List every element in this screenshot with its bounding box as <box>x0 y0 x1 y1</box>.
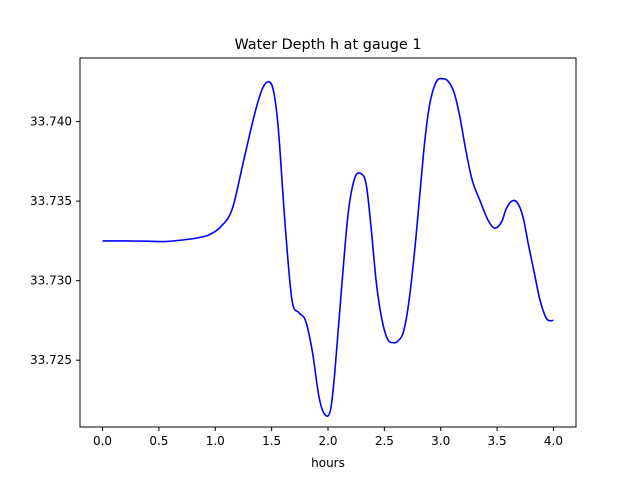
water-depth-series-line <box>102 77 554 417</box>
y-tick-label: 33.740 <box>30 115 72 129</box>
series-layer <box>102 77 554 417</box>
y-tick-label: 33.725 <box>30 353 72 367</box>
x-tick-label: 1.5 <box>262 434 281 448</box>
y-tick-label: 33.730 <box>30 274 72 288</box>
x-tick-label: 1.0 <box>206 434 225 448</box>
x-tick-label: 2.0 <box>318 434 337 448</box>
y-tick-label: 33.735 <box>30 194 72 208</box>
x-axis-label: hours <box>311 456 345 470</box>
x-tick-label: 0.5 <box>149 434 168 448</box>
x-tick-label: 0.0 <box>93 434 112 448</box>
y-axis: 33.725 33.730 33.735 33.740 <box>30 115 80 367</box>
x-axis: 0.0 0.5 1.0 1.5 2.0 2.5 3.0 3.5 4.0 <box>93 427 563 448</box>
x-tick-label: 4.0 <box>544 434 563 448</box>
x-tick-label: 3.0 <box>431 434 450 448</box>
x-tick-label: 3.5 <box>488 434 507 448</box>
x-tick-label: 2.5 <box>375 434 394 448</box>
chart-title: Water Depth h at gauge 1 <box>234 37 421 53</box>
